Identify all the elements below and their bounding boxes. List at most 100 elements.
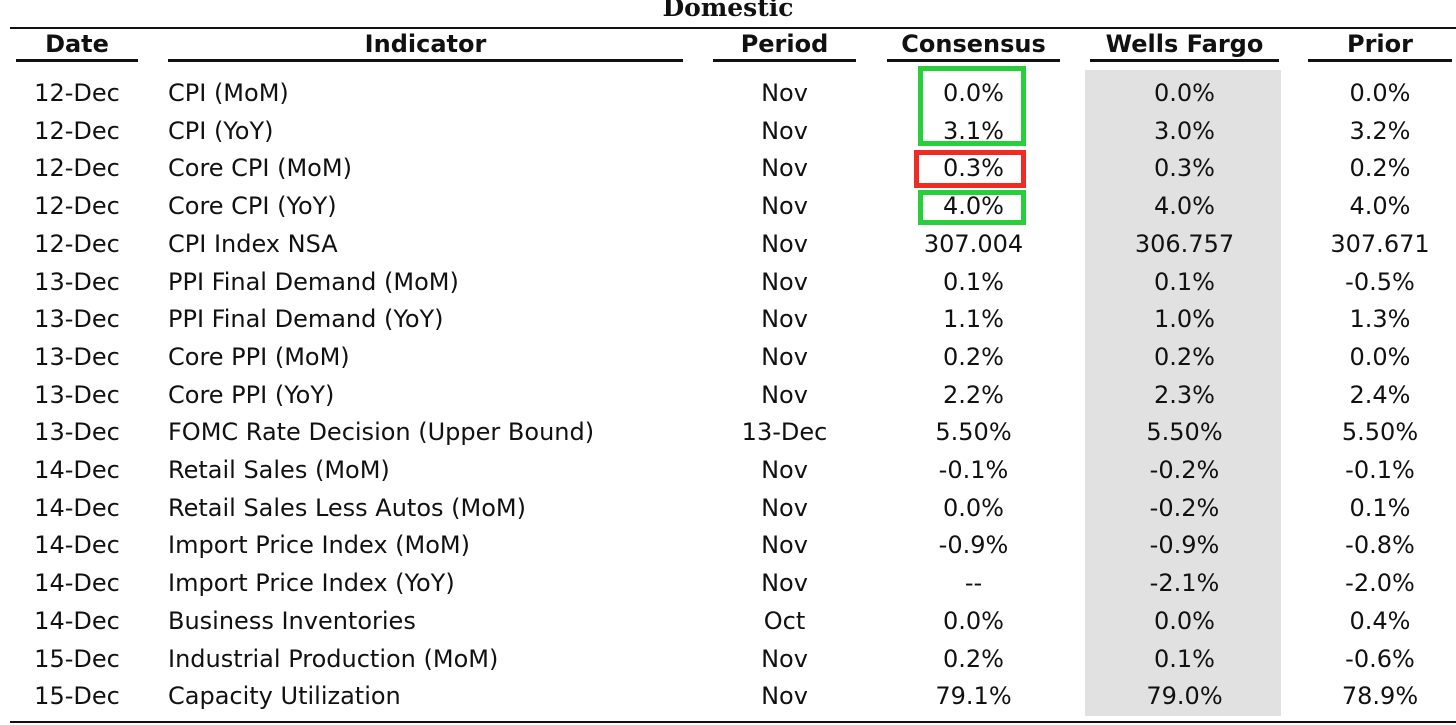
consensus-cell: 0.2% xyxy=(943,342,1004,371)
prior-cell: 1.3% xyxy=(1349,305,1411,334)
prior-cell: -2.0% xyxy=(1345,569,1415,598)
date-cell: 13-Dec xyxy=(34,267,120,296)
date-cell: 15-Dec xyxy=(34,644,120,673)
table-row: 15-Dec Industrial Production (MoM) Nov 0… xyxy=(0,641,1456,679)
header-wells-fargo: Wells Fargo xyxy=(1105,30,1264,58)
consensus-cell: -0.9% xyxy=(938,531,1009,560)
table-row: 13-Dec PPI Final Demand (YoY) Nov 1.1% 1… xyxy=(0,301,1456,339)
date-cell: 14-Dec xyxy=(34,606,120,635)
indicator-cell: Core CPI (YoY) xyxy=(168,192,337,221)
consensus-cell: 0.2% xyxy=(943,644,1004,673)
header-rule-indicator xyxy=(168,59,683,62)
consensus-cell: 307.004 xyxy=(923,229,1024,258)
period-cell: Nov xyxy=(761,79,808,107)
header-date: Date xyxy=(45,30,109,58)
indicator-cell: Core PPI (MoM) xyxy=(168,342,350,371)
date-cell: 13-Dec xyxy=(34,305,120,334)
wells-fargo-cell: 2.3% xyxy=(1154,380,1215,409)
date-cell: 13-Dec xyxy=(34,418,120,447)
header-rule-period xyxy=(713,59,856,62)
prior-cell: -0.8% xyxy=(1345,531,1415,560)
wells-fargo-cell: -0.2% xyxy=(1149,493,1220,522)
highlight-box-green-cpi xyxy=(918,66,1026,146)
wells-fargo-cell: -2.1% xyxy=(1149,569,1220,598)
period-cell: Oct xyxy=(763,606,806,635)
indicator-cell: Business Inventories xyxy=(168,606,416,635)
wells-fargo-cell: -0.9% xyxy=(1149,531,1220,560)
date-cell: 12-Dec xyxy=(34,229,120,258)
header-period: Period xyxy=(740,30,829,58)
header-indicator: Indicator xyxy=(364,30,487,58)
consensus-cell: 3.1% xyxy=(943,116,1004,145)
indicator-cell: Retail Sales (MoM) xyxy=(168,456,390,484)
wells-fargo-column-shading xyxy=(1085,70,1281,716)
prior-cell: 2.4% xyxy=(1349,380,1411,409)
date-cell: 14-Dec xyxy=(34,531,120,560)
date-cell: 12-Dec xyxy=(34,116,120,145)
period-cell: Nov xyxy=(761,682,808,711)
prior-cell: 0.0% xyxy=(1349,342,1411,371)
table-row: 14-Dec Retail Sales (MoM) Nov -0.1% -0.2… xyxy=(0,452,1456,490)
header-rule-prior xyxy=(1308,59,1452,62)
date-cell: 13-Dec xyxy=(34,342,120,371)
period-cell: Nov xyxy=(761,380,808,409)
indicator-cell: Import Price Index (YoY) xyxy=(168,569,455,598)
period-cell: Nov xyxy=(761,116,808,145)
indicator-cell: FOMC Rate Decision (Upper Bound) xyxy=(168,418,595,447)
header-rule-consensus xyxy=(887,59,1060,62)
consensus-cell: 0.0% xyxy=(943,79,1004,107)
wells-fargo-cell: 0.0% xyxy=(1154,79,1215,107)
wells-fargo-cell: 3.0% xyxy=(1154,116,1215,145)
wells-fargo-cell: 0.0% xyxy=(1154,606,1215,635)
consensus-cell: 2.2% xyxy=(943,380,1004,409)
period-cell: Nov xyxy=(761,644,808,673)
highlight-box-green-core-cpi-yoy xyxy=(918,190,1026,225)
wells-fargo-cell: 0.1% xyxy=(1154,267,1215,296)
date-cell: 15-Dec xyxy=(34,682,120,711)
consensus-cell: 0.1% xyxy=(943,267,1004,296)
table-row: 12-Dec Core CPI (MoM) Nov 0.3% 0.3% 0.2% xyxy=(0,150,1456,188)
wells-fargo-cell: 0.3% xyxy=(1154,154,1215,183)
header-prior: Prior xyxy=(1347,30,1413,58)
wells-fargo-cell: 0.1% xyxy=(1154,644,1215,673)
table-row: 14-Dec Business Inventories Oct 0.0% 0.0… xyxy=(0,603,1456,641)
date-cell: 14-Dec xyxy=(34,569,120,598)
indicator-cell: Core CPI (MoM) xyxy=(168,154,352,183)
consensus-cell: -- xyxy=(964,569,983,598)
wells-fargo-cell: 79.0% xyxy=(1146,682,1223,711)
indicator-cell: CPI (MoM) xyxy=(168,79,289,107)
prior-cell: 0.1% xyxy=(1349,493,1411,522)
wells-fargo-cell: 0.2% xyxy=(1154,342,1215,371)
prior-cell: 0.2% xyxy=(1349,154,1411,183)
indicator-cell: Core PPI (YoY) xyxy=(168,380,335,409)
table-row: 14-Dec Retail Sales Less Autos (MoM) Nov… xyxy=(0,490,1456,528)
consensus-cell: -0.1% xyxy=(938,456,1009,484)
indicator-cell: Retail Sales Less Autos (MoM) xyxy=(168,493,526,522)
wells-fargo-cell: -0.2% xyxy=(1149,456,1220,484)
table-row: 13-Dec PPI Final Demand (MoM) Nov 0.1% 0… xyxy=(0,264,1456,302)
prior-cell: -0.6% xyxy=(1345,644,1415,673)
date-cell: 13-Dec xyxy=(34,380,120,409)
period-cell: Nov xyxy=(761,192,808,221)
prior-cell: 5.50% xyxy=(1341,418,1419,447)
consensus-cell: 79.1% xyxy=(935,682,1012,711)
indicator-cell: Import Price Index (MoM) xyxy=(168,531,470,560)
wells-fargo-cell: 5.50% xyxy=(1146,418,1223,447)
header-rule-wells-fargo xyxy=(1090,59,1279,62)
indicator-cell: Industrial Production (MoM) xyxy=(168,644,499,673)
table-row: 12-Dec CPI Index NSA Nov 307.004 306.757… xyxy=(0,226,1456,264)
consensus-cell: 5.50% xyxy=(935,418,1012,447)
prior-cell: 0.4% xyxy=(1349,606,1411,635)
consensus-cell: 4.0% xyxy=(943,192,1004,221)
date-cell: 14-Dec xyxy=(34,456,120,484)
prior-cell: 4.0% xyxy=(1349,192,1411,221)
period-cell: Nov xyxy=(761,493,808,522)
date-cell: 12-Dec xyxy=(34,192,120,221)
wells-fargo-cell: 306.757 xyxy=(1134,229,1235,258)
table-row: 13-Dec FOMC Rate Decision (Upper Bound) … xyxy=(0,414,1456,452)
period-cell: Nov xyxy=(761,342,808,371)
bottom-rule xyxy=(10,721,1456,723)
top-rule xyxy=(10,27,1456,29)
date-cell: 12-Dec xyxy=(34,79,120,107)
prior-cell: 3.2% xyxy=(1349,116,1411,145)
